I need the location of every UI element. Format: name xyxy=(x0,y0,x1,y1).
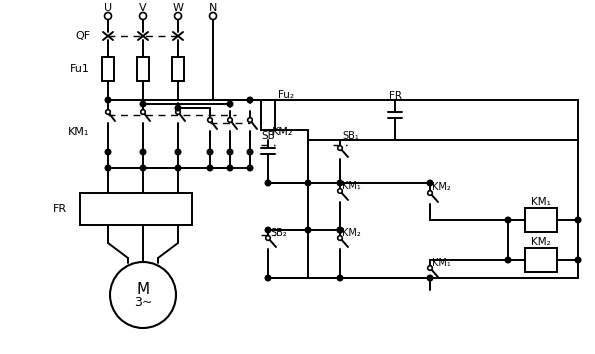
Circle shape xyxy=(505,217,511,223)
Circle shape xyxy=(337,227,343,233)
Circle shape xyxy=(140,110,145,114)
Text: SB: SB xyxy=(261,131,275,141)
Circle shape xyxy=(428,191,433,195)
Circle shape xyxy=(247,149,253,155)
Text: KM₂: KM₂ xyxy=(432,182,451,192)
Text: SB₂: SB₂ xyxy=(270,228,287,238)
Text: KM₂: KM₂ xyxy=(272,127,293,137)
Circle shape xyxy=(248,118,252,122)
Circle shape xyxy=(337,275,343,281)
Text: KM₁: KM₁ xyxy=(342,181,361,191)
Circle shape xyxy=(427,275,433,281)
Circle shape xyxy=(338,189,342,193)
Circle shape xyxy=(575,217,581,223)
Circle shape xyxy=(266,236,270,240)
Circle shape xyxy=(174,12,181,19)
Text: FR: FR xyxy=(53,204,67,214)
Text: 3~: 3~ xyxy=(134,296,152,308)
Circle shape xyxy=(207,165,213,171)
Text: KM₁: KM₁ xyxy=(68,127,89,137)
Text: N: N xyxy=(209,3,217,13)
Text: SB₁: SB₁ xyxy=(342,131,359,141)
Text: Fu₂: Fu₂ xyxy=(278,90,294,100)
Circle shape xyxy=(227,149,233,155)
Circle shape xyxy=(208,118,212,122)
Bar xyxy=(525,208,557,232)
Text: QF: QF xyxy=(76,31,91,41)
Circle shape xyxy=(140,101,146,107)
Bar xyxy=(80,193,192,225)
Circle shape xyxy=(227,165,233,171)
Circle shape xyxy=(247,97,253,103)
Circle shape xyxy=(105,165,111,171)
Bar xyxy=(261,100,275,130)
Circle shape xyxy=(106,110,110,114)
Text: W: W xyxy=(173,3,183,13)
Circle shape xyxy=(105,149,111,155)
Text: V: V xyxy=(139,3,147,13)
Text: KM₁: KM₁ xyxy=(531,197,551,207)
Circle shape xyxy=(505,257,511,263)
Circle shape xyxy=(140,165,146,171)
Text: KM₂: KM₂ xyxy=(531,237,551,247)
Bar xyxy=(172,57,184,81)
Circle shape xyxy=(338,146,342,150)
Circle shape xyxy=(176,110,180,114)
Circle shape xyxy=(175,165,181,171)
Circle shape xyxy=(228,118,232,122)
Text: KM₁: KM₁ xyxy=(432,258,451,268)
Text: M: M xyxy=(136,281,149,297)
Text: U: U xyxy=(104,3,112,13)
Circle shape xyxy=(110,262,176,328)
Circle shape xyxy=(140,149,146,155)
Circle shape xyxy=(265,180,271,186)
Circle shape xyxy=(305,180,311,186)
Circle shape xyxy=(428,266,433,270)
Circle shape xyxy=(265,227,271,233)
Circle shape xyxy=(209,12,217,19)
Circle shape xyxy=(175,105,181,111)
Circle shape xyxy=(105,97,111,103)
Circle shape xyxy=(207,149,213,155)
Circle shape xyxy=(105,12,111,19)
Bar xyxy=(102,57,114,81)
Text: Fu1: Fu1 xyxy=(70,64,90,74)
Circle shape xyxy=(575,257,581,263)
Circle shape xyxy=(305,227,311,233)
Bar xyxy=(137,57,149,81)
Circle shape xyxy=(247,165,253,171)
Circle shape xyxy=(427,180,433,186)
Circle shape xyxy=(338,236,342,240)
Circle shape xyxy=(265,275,271,281)
Bar xyxy=(525,248,557,272)
Text: KM₂: KM₂ xyxy=(342,228,361,238)
Circle shape xyxy=(337,180,343,186)
Circle shape xyxy=(227,101,233,107)
Circle shape xyxy=(175,149,181,155)
Circle shape xyxy=(337,227,343,233)
Text: FR: FR xyxy=(389,91,402,101)
Circle shape xyxy=(139,12,146,19)
